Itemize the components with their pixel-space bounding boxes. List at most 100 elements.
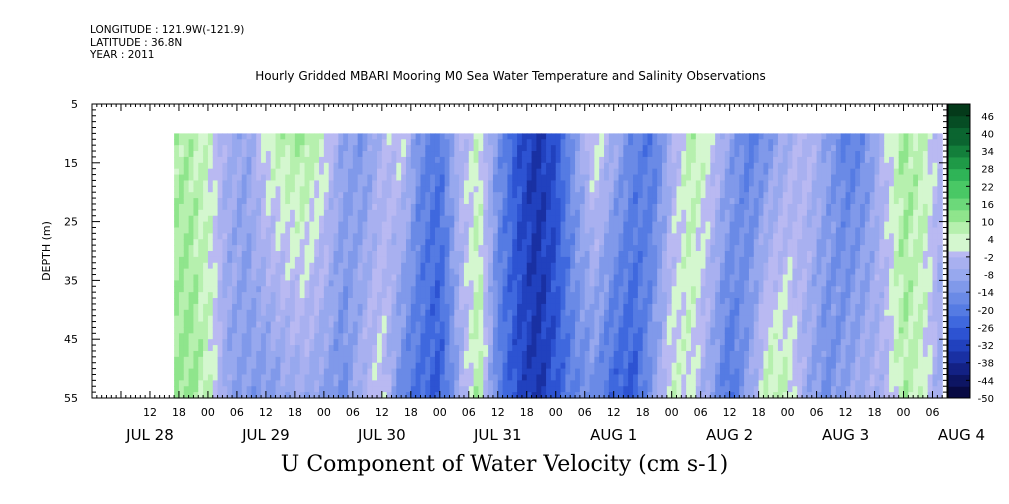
heat-cell [628,168,634,176]
heat-cell [560,280,566,287]
heat-cell [662,274,668,281]
heat-cell [584,356,591,364]
heat-cell [405,298,412,305]
heat-cell [425,262,431,270]
heat-cell [657,386,663,393]
heat-cell [521,174,528,182]
heat-cell [690,198,697,205]
heat-cell [546,298,552,305]
heat-cell [633,256,639,264]
heat-cell [536,221,542,229]
heat-cell [188,180,195,187]
heat-cell [589,198,595,205]
heat-cell [541,356,547,364]
heat-cell [386,315,393,323]
heat-cell [434,362,441,370]
heat-cell [536,156,542,164]
heat-cell [193,315,199,323]
heat-cell [328,262,335,270]
heat-cell [502,209,509,217]
heat-cell [261,174,267,182]
heat-cell [526,350,533,358]
heat-cell [415,362,422,370]
heat-cell [227,345,233,352]
heat-cell [647,368,653,376]
heat-cell [565,292,571,299]
heat-cell [434,203,441,211]
heat-cell [502,268,509,276]
heat-cell [362,356,368,364]
heat-cell [497,274,504,281]
heat-cell [314,256,320,264]
heat-cell [633,198,639,205]
heat-cell [357,168,364,176]
heat-cell [565,298,571,305]
heat-cell [314,321,320,329]
heat-cell [357,274,364,281]
heat-cell [473,251,480,258]
heat-cell [430,333,436,340]
heat-cell [294,321,301,329]
heat-cell [434,192,441,199]
heat-cell [430,209,436,217]
heat-cell [227,292,233,299]
heat-cell [415,239,422,246]
heat-cell [584,333,591,340]
heat-cell [391,268,397,276]
heat-cell [314,298,320,305]
heat-cell [565,286,571,293]
heat-cell [348,156,354,164]
heat-cell [454,209,460,217]
heat-cell [328,133,335,140]
heat-cell [217,151,224,158]
heat-cell [483,315,489,323]
heat-cell [256,309,262,317]
heat-cell [299,280,306,287]
heat-cell [265,239,272,246]
heat-cell [207,339,214,346]
heat-cell [502,133,509,140]
heat-cell [695,345,702,352]
heat-cell [386,274,393,281]
heat-cell [579,309,586,317]
heat-cell [183,239,190,246]
heat-cell [367,339,373,346]
heat-cell [174,309,180,317]
heat-cell [488,356,494,364]
heat-cell [454,151,460,158]
heat-cell [178,233,185,240]
heat-cell [386,350,393,358]
heat-cell [198,203,204,211]
heat-cell [270,203,277,211]
heat-cell [570,345,576,352]
heat-cell [367,151,373,158]
heat-cell [608,380,615,387]
heat-cell [647,356,653,364]
heat-cell [314,180,320,187]
heat-cell [492,368,499,376]
heat-cell [560,327,566,334]
heat-cell [584,327,591,334]
heat-cell [381,245,388,252]
heat-cell [497,221,504,229]
heat-cell [348,239,354,246]
heat-cell [193,251,199,258]
heat-cell [275,392,281,399]
heat-cell [700,321,707,329]
heat-cell [575,174,581,182]
heat-cell [188,321,195,329]
heat-cell [454,145,460,152]
heat-cell [618,321,624,329]
heat-cell [285,386,291,393]
heat-cell [555,268,562,276]
heat-cell [628,262,634,270]
heat-cell [309,345,315,352]
heat-cell [637,209,644,217]
heat-cell [565,386,571,393]
heat-cell [690,215,697,223]
heat-cell [420,262,426,270]
heat-cell [497,251,504,258]
heat-cell [367,321,373,329]
heat-cell [265,203,272,211]
heat-cell [468,362,475,370]
